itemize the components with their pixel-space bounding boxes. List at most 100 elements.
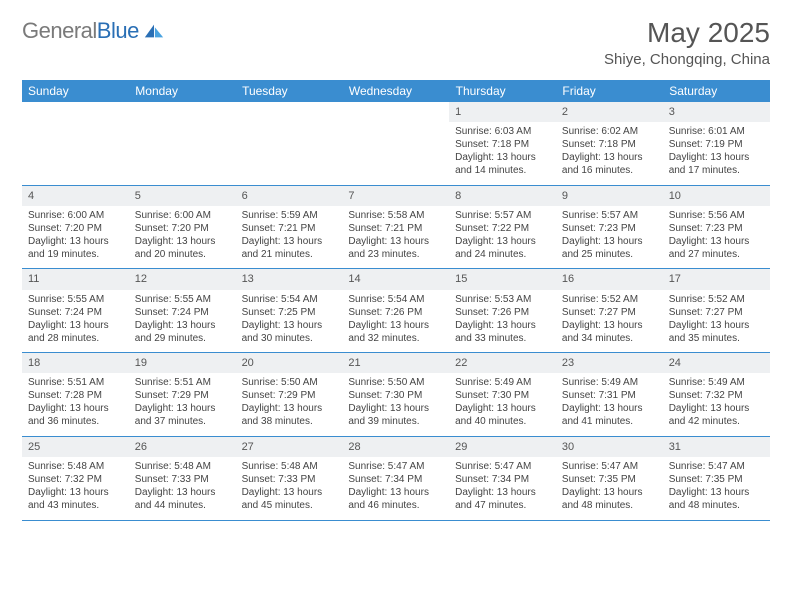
day-number-cell: 27 bbox=[236, 436, 343, 457]
day-number-cell: 18 bbox=[22, 353, 129, 374]
day-content-cell: Sunrise: 5:48 AMSunset: 7:32 PMDaylight:… bbox=[22, 457, 129, 520]
day-number-cell: 9 bbox=[556, 185, 663, 206]
day-number-cell: 30 bbox=[556, 436, 663, 457]
daylight-line: Daylight: 13 hours and 36 minutes. bbox=[28, 402, 123, 428]
sunrise-line: Sunrise: 5:50 AM bbox=[242, 376, 337, 389]
day-number-cell bbox=[129, 102, 236, 122]
sunrise-line: Sunrise: 6:01 AM bbox=[669, 125, 764, 138]
sunset-line: Sunset: 7:35 PM bbox=[669, 473, 764, 486]
sunset-line: Sunset: 7:27 PM bbox=[669, 306, 764, 319]
sunset-line: Sunset: 7:35 PM bbox=[562, 473, 657, 486]
sunrise-line: Sunrise: 5:49 AM bbox=[562, 376, 657, 389]
sunset-line: Sunset: 7:26 PM bbox=[455, 306, 550, 319]
sunset-line: Sunset: 7:32 PM bbox=[28, 473, 123, 486]
sunrise-line: Sunrise: 5:59 AM bbox=[242, 209, 337, 222]
daylight-line: Daylight: 13 hours and 20 minutes. bbox=[135, 235, 230, 261]
day-content-cell: Sunrise: 5:58 AMSunset: 7:21 PMDaylight:… bbox=[342, 206, 449, 269]
weekday-header: Sunday bbox=[22, 80, 129, 102]
sunrise-line: Sunrise: 5:49 AM bbox=[669, 376, 764, 389]
day-number-cell: 26 bbox=[129, 436, 236, 457]
day-content-cell: Sunrise: 5:54 AMSunset: 7:25 PMDaylight:… bbox=[236, 290, 343, 353]
day-number-cell: 19 bbox=[129, 353, 236, 374]
sunset-line: Sunset: 7:18 PM bbox=[562, 138, 657, 151]
sunset-line: Sunset: 7:19 PM bbox=[669, 138, 764, 151]
sunrise-line: Sunrise: 5:55 AM bbox=[135, 293, 230, 306]
sunset-line: Sunset: 7:20 PM bbox=[135, 222, 230, 235]
day-content-cell: Sunrise: 6:03 AMSunset: 7:18 PMDaylight:… bbox=[449, 122, 556, 185]
page-subtitle: Shiye, Chongqing, China bbox=[604, 51, 770, 68]
day-content-cell: Sunrise: 5:50 AMSunset: 7:30 PMDaylight:… bbox=[342, 373, 449, 436]
day-content-row: Sunrise: 6:00 AMSunset: 7:20 PMDaylight:… bbox=[22, 206, 770, 269]
day-content-cell: Sunrise: 6:00 AMSunset: 7:20 PMDaylight:… bbox=[129, 206, 236, 269]
sunset-line: Sunset: 7:18 PM bbox=[455, 138, 550, 151]
sunset-line: Sunset: 7:34 PM bbox=[455, 473, 550, 486]
daylight-line: Daylight: 13 hours and 24 minutes. bbox=[455, 235, 550, 261]
day-number-cell: 15 bbox=[449, 269, 556, 290]
day-content-row: Sunrise: 5:51 AMSunset: 7:28 PMDaylight:… bbox=[22, 373, 770, 436]
sunset-line: Sunset: 7:22 PM bbox=[455, 222, 550, 235]
day-content-cell: Sunrise: 5:55 AMSunset: 7:24 PMDaylight:… bbox=[129, 290, 236, 353]
sunset-line: Sunset: 7:33 PM bbox=[242, 473, 337, 486]
day-content-cell: Sunrise: 5:55 AMSunset: 7:24 PMDaylight:… bbox=[22, 290, 129, 353]
weekday-header: Thursday bbox=[449, 80, 556, 102]
page-header: GeneralBlue May 2025 Shiye, Chongqing, C… bbox=[22, 18, 770, 68]
sunrise-line: Sunrise: 6:00 AM bbox=[28, 209, 123, 222]
day-number-cell: 8 bbox=[449, 185, 556, 206]
calendar-table: SundayMondayTuesdayWednesdayThursdayFrid… bbox=[22, 80, 770, 521]
day-content-cell: Sunrise: 6:02 AMSunset: 7:18 PMDaylight:… bbox=[556, 122, 663, 185]
daylight-line: Daylight: 13 hours and 37 minutes. bbox=[135, 402, 230, 428]
day-content-cell: Sunrise: 5:51 AMSunset: 7:28 PMDaylight:… bbox=[22, 373, 129, 436]
daylight-line: Daylight: 13 hours and 46 minutes. bbox=[348, 486, 443, 512]
daylight-line: Daylight: 13 hours and 25 minutes. bbox=[562, 235, 657, 261]
day-number-cell: 6 bbox=[236, 185, 343, 206]
daylight-line: Daylight: 13 hours and 16 minutes. bbox=[562, 151, 657, 177]
sunset-line: Sunset: 7:26 PM bbox=[348, 306, 443, 319]
sunrise-line: Sunrise: 5:48 AM bbox=[242, 460, 337, 473]
sunset-line: Sunset: 7:29 PM bbox=[135, 389, 230, 402]
sunrise-line: Sunrise: 5:56 AM bbox=[669, 209, 764, 222]
day-number-cell: 31 bbox=[663, 436, 770, 457]
day-content-cell: Sunrise: 5:51 AMSunset: 7:29 PMDaylight:… bbox=[129, 373, 236, 436]
day-content-cell: Sunrise: 5:48 AMSunset: 7:33 PMDaylight:… bbox=[129, 457, 236, 520]
sunrise-line: Sunrise: 5:55 AM bbox=[28, 293, 123, 306]
day-number-cell: 14 bbox=[342, 269, 449, 290]
sunrise-line: Sunrise: 6:03 AM bbox=[455, 125, 550, 138]
day-number-row: 25262728293031 bbox=[22, 436, 770, 457]
day-content-cell: Sunrise: 5:57 AMSunset: 7:22 PMDaylight:… bbox=[449, 206, 556, 269]
sunset-line: Sunset: 7:28 PM bbox=[28, 389, 123, 402]
day-number-cell: 22 bbox=[449, 353, 556, 374]
day-content-cell: Sunrise: 5:47 AMSunset: 7:35 PMDaylight:… bbox=[556, 457, 663, 520]
day-content-cell: Sunrise: 5:52 AMSunset: 7:27 PMDaylight:… bbox=[663, 290, 770, 353]
day-number-cell: 23 bbox=[556, 353, 663, 374]
day-number-cell: 16 bbox=[556, 269, 663, 290]
day-number-cell: 5 bbox=[129, 185, 236, 206]
sunset-line: Sunset: 7:24 PM bbox=[135, 306, 230, 319]
day-content-cell bbox=[342, 122, 449, 185]
daylight-line: Daylight: 13 hours and 32 minutes. bbox=[348, 319, 443, 345]
day-number-row: 11121314151617 bbox=[22, 269, 770, 290]
brand-text-gray: General bbox=[22, 18, 97, 43]
daylight-line: Daylight: 13 hours and 47 minutes. bbox=[455, 486, 550, 512]
sunset-line: Sunset: 7:33 PM bbox=[135, 473, 230, 486]
day-content-cell: Sunrise: 6:01 AMSunset: 7:19 PMDaylight:… bbox=[663, 122, 770, 185]
sunrise-line: Sunrise: 5:57 AM bbox=[455, 209, 550, 222]
day-content-cell: Sunrise: 5:54 AMSunset: 7:26 PMDaylight:… bbox=[342, 290, 449, 353]
sunset-line: Sunset: 7:23 PM bbox=[669, 222, 764, 235]
sunrise-line: Sunrise: 5:47 AM bbox=[669, 460, 764, 473]
day-number-cell: 29 bbox=[449, 436, 556, 457]
sunset-line: Sunset: 7:27 PM bbox=[562, 306, 657, 319]
day-content-cell: Sunrise: 5:49 AMSunset: 7:31 PMDaylight:… bbox=[556, 373, 663, 436]
sunset-line: Sunset: 7:31 PM bbox=[562, 389, 657, 402]
day-content-cell: Sunrise: 5:59 AMSunset: 7:21 PMDaylight:… bbox=[236, 206, 343, 269]
sunrise-line: Sunrise: 5:50 AM bbox=[348, 376, 443, 389]
sunrise-line: Sunrise: 5:51 AM bbox=[135, 376, 230, 389]
sunrise-line: Sunrise: 6:02 AM bbox=[562, 125, 657, 138]
day-content-cell: Sunrise: 5:53 AMSunset: 7:26 PMDaylight:… bbox=[449, 290, 556, 353]
sunrise-line: Sunrise: 5:47 AM bbox=[455, 460, 550, 473]
day-content-cell bbox=[129, 122, 236, 185]
daylight-line: Daylight: 13 hours and 39 minutes. bbox=[348, 402, 443, 428]
sunset-line: Sunset: 7:30 PM bbox=[455, 389, 550, 402]
daylight-line: Daylight: 13 hours and 30 minutes. bbox=[242, 319, 337, 345]
day-content-cell: Sunrise: 5:47 AMSunset: 7:34 PMDaylight:… bbox=[449, 457, 556, 520]
day-number-cell: 11 bbox=[22, 269, 129, 290]
